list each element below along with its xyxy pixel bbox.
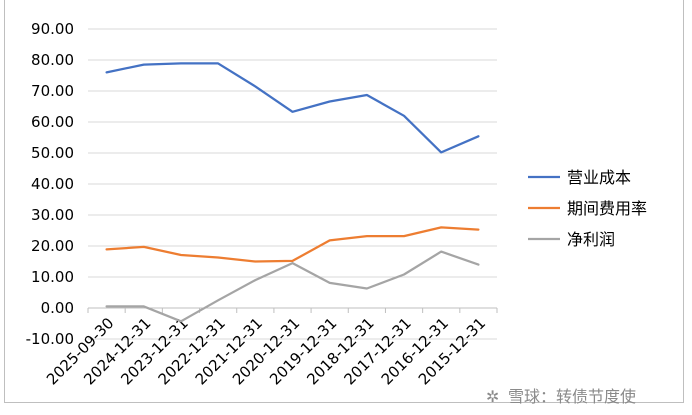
y-tick-label: 60.00 — [31, 113, 74, 131]
series-lines — [105, 62, 480, 323]
chart-frame — [4, 0, 684, 403]
watermark-logo-icon: ✲ — [486, 387, 499, 406]
y-tick-label: 70.00 — [31, 82, 74, 100]
y-tick-label: -10.00 — [26, 330, 74, 348]
y-tick-label: 0.00 — [41, 299, 74, 317]
y-tick-label: 30.00 — [31, 206, 74, 224]
y-tick-label: 20.00 — [31, 237, 74, 255]
y-tick-label: 10.00 — [31, 268, 74, 286]
legend-label: 营业成本 — [567, 168, 631, 187]
x-axis — [87, 307, 498, 313]
watermark: ✲ 雪球：转债节度使 — [486, 387, 636, 406]
y-axis-tick-labels: -10.00 0.00 10.00 20.00 30.00 40.00 50.00 60.00… — [26, 20, 74, 348]
gridlines — [88, 28, 497, 340]
x-axis-tick-labels: 2025-09-302024-12-312023-12-312022-12-31… — [43, 314, 489, 388]
series-line — [105, 62, 480, 154]
y-tick-label: 40.00 — [31, 175, 74, 193]
y-tick-label: 90.00 — [31, 20, 74, 38]
watermark-text: 雪球：转债节度使 — [508, 387, 636, 406]
legend-label: 净利润 — [567, 230, 615, 249]
series-line — [105, 226, 480, 263]
legend-label: 期间费用率 — [567, 199, 647, 218]
y-tick-label: 80.00 — [31, 51, 74, 69]
y-tick-label: 50.00 — [31, 144, 74, 162]
series-line — [105, 250, 480, 323]
